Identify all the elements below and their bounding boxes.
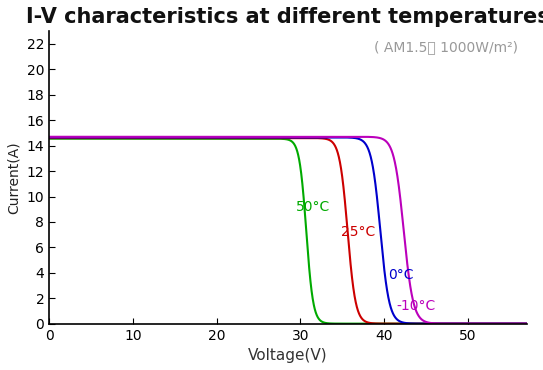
Text: ( AM1.5， 1000W/m²): ( AM1.5， 1000W/m²) [374,40,518,54]
Title: I-V characteristics at different temperatures: I-V characteristics at different tempera… [26,7,543,27]
Text: -10°C: -10°C [397,299,436,313]
Text: 25°C: 25°C [340,225,375,239]
Text: 0°C: 0°C [388,268,414,282]
Y-axis label: Current(A): Current(A) [7,141,21,214]
Text: 50°C: 50°C [296,200,331,214]
X-axis label: Voltage(V): Voltage(V) [248,348,328,363]
